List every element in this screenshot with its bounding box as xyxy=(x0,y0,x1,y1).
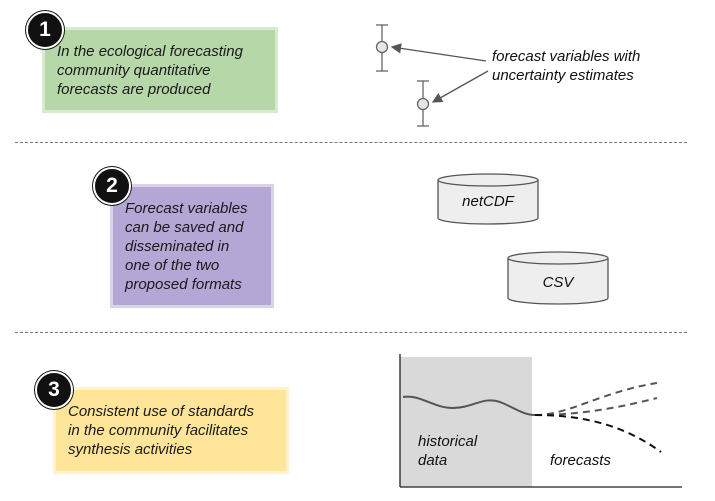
forecast-trajectory-upper xyxy=(534,382,658,416)
step-1-text: In the ecological forecasting community … xyxy=(57,42,243,98)
callout-arrow-lower xyxy=(431,70,489,103)
format-cylinders: netCDF CSV xyxy=(437,173,609,305)
historical-region xyxy=(400,357,532,487)
error-bar-lower xyxy=(416,80,430,127)
step-1-number: 1 xyxy=(39,18,51,41)
netcdf-label: netCDF xyxy=(462,193,515,210)
csv-label: CSV xyxy=(543,274,576,291)
csv-database-icon: CSV xyxy=(507,251,609,305)
historical-data-label: historical data xyxy=(418,433,478,469)
step-1-box: In the ecological forecasting community … xyxy=(42,27,278,113)
netcdf-database-icon: netCDF xyxy=(437,173,539,225)
step-3-text: Consistent use of standards in the commu… xyxy=(68,403,254,458)
forecast-sketch xyxy=(399,354,682,488)
forecast-trajectory-lower xyxy=(534,414,662,453)
step-1-badge: 1 xyxy=(26,11,64,49)
step-3-number: 3 xyxy=(48,378,60,401)
step-2-box: Forecast variables can be saved and diss… xyxy=(110,184,274,308)
step-2-number: 2 xyxy=(106,174,118,197)
error-bar-upper xyxy=(375,24,389,72)
uncertainty-callout: forecast variables with uncertainty esti… xyxy=(492,48,641,84)
step-2-text: Forecast variables can be saved and diss… xyxy=(125,199,248,293)
step-3-box: Consistent use of standards in the commu… xyxy=(53,387,289,474)
section-divider-1 xyxy=(15,142,687,143)
uncertainty-diagram xyxy=(375,24,489,127)
step-3-badge: 3 xyxy=(35,371,73,409)
callout-arrow-upper xyxy=(390,43,487,62)
step-2-badge: 2 xyxy=(93,167,131,205)
forecasts-label: forecasts xyxy=(550,452,611,469)
historical-series-line xyxy=(402,395,536,416)
section-divider-2 xyxy=(15,332,687,333)
